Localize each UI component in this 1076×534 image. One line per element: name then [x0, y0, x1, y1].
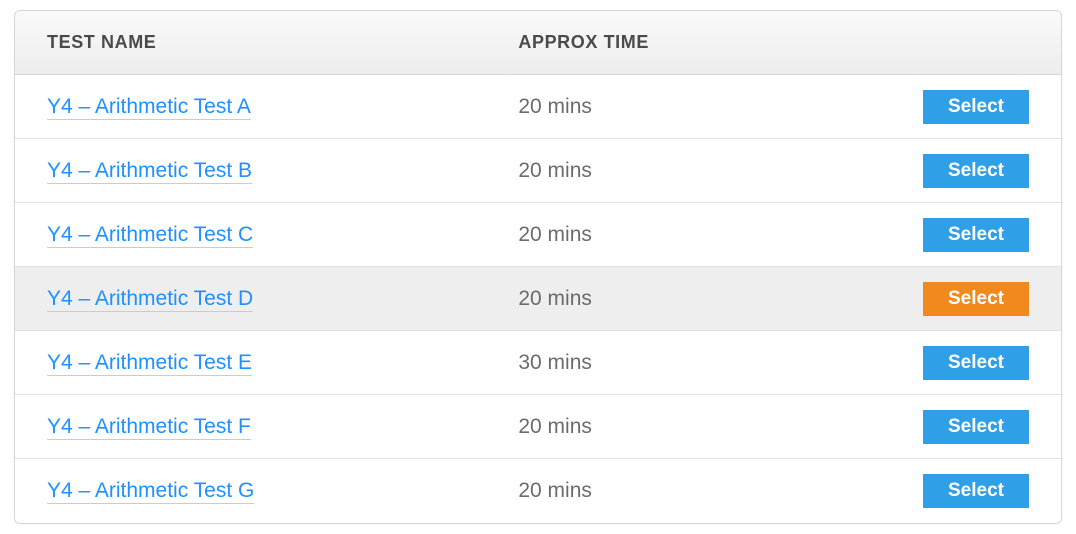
- table-row: Y4 – Arithmetic Test F 20 mins Select: [15, 395, 1061, 459]
- cell-test-name: Y4 – Arithmetic Test E: [47, 351, 518, 375]
- test-link[interactable]: Y4 – Arithmetic Test D: [47, 287, 253, 312]
- cell-test-name: Y4 – Arithmetic Test B: [47, 159, 518, 183]
- cell-action: Select: [833, 474, 1029, 508]
- cell-action: Select: [833, 154, 1029, 188]
- cell-test-name: Y4 – Arithmetic Test F: [47, 415, 518, 439]
- cell-approx-time: 30 mins: [518, 351, 832, 375]
- time-text: 20 mins: [518, 415, 592, 438]
- select-button[interactable]: Select: [923, 410, 1029, 444]
- test-link[interactable]: Y4 – Arithmetic Test A: [47, 95, 251, 120]
- table-row: Y4 – Arithmetic Test E 30 mins Select: [15, 331, 1061, 395]
- cell-test-name: Y4 – Arithmetic Test A: [47, 95, 518, 119]
- select-button[interactable]: Select: [923, 474, 1029, 508]
- cell-action: Select: [833, 410, 1029, 444]
- cell-action: Select: [833, 346, 1029, 380]
- select-button[interactable]: Select: [923, 282, 1029, 316]
- cell-approx-time: 20 mins: [518, 159, 832, 183]
- test-link[interactable]: Y4 – Arithmetic Test E: [47, 351, 252, 376]
- test-link[interactable]: Y4 – Arithmetic Test C: [47, 223, 253, 248]
- cell-approx-time: 20 mins: [518, 223, 832, 247]
- time-text: 20 mins: [518, 479, 592, 502]
- table-header: TEST NAME APPROX TIME: [15, 11, 1061, 75]
- header-approx-time: APPROX TIME: [518, 32, 832, 53]
- time-text: 20 mins: [518, 287, 592, 310]
- time-text: 20 mins: [518, 159, 592, 182]
- select-button[interactable]: Select: [923, 90, 1029, 124]
- test-link[interactable]: Y4 – Arithmetic Test B: [47, 159, 252, 184]
- cell-test-name: Y4 – Arithmetic Test G: [47, 479, 518, 503]
- cell-approx-time: 20 mins: [518, 95, 832, 119]
- table-row: Y4 – Arithmetic Test G 20 mins Select: [15, 459, 1061, 523]
- time-text: 20 mins: [518, 223, 592, 246]
- tests-table: TEST NAME APPROX TIME Y4 – Arithmetic Te…: [14, 10, 1062, 524]
- cell-action: Select: [833, 90, 1029, 124]
- table-row: Y4 – Arithmetic Test D 20 mins Select: [15, 267, 1061, 331]
- cell-test-name: Y4 – Arithmetic Test C: [47, 223, 518, 247]
- cell-approx-time: 20 mins: [518, 415, 832, 439]
- select-button[interactable]: Select: [923, 154, 1029, 188]
- table-row: Y4 – Arithmetic Test C 20 mins Select: [15, 203, 1061, 267]
- time-text: 30 mins: [518, 351, 592, 374]
- test-link[interactable]: Y4 – Arithmetic Test G: [47, 479, 254, 504]
- cell-approx-time: 20 mins: [518, 287, 832, 311]
- select-button[interactable]: Select: [923, 346, 1029, 380]
- table-row: Y4 – Arithmetic Test B 20 mins Select: [15, 139, 1061, 203]
- cell-approx-time: 20 mins: [518, 479, 832, 503]
- cell-action: Select: [833, 218, 1029, 252]
- select-button[interactable]: Select: [923, 218, 1029, 252]
- table-body: Y4 – Arithmetic Test A20 minsSelectY4 – …: [15, 75, 1061, 523]
- cell-test-name: Y4 – Arithmetic Test D: [47, 287, 518, 311]
- table-row: Y4 – Arithmetic Test A 20 mins Select: [15, 75, 1061, 139]
- test-link[interactable]: Y4 – Arithmetic Test F: [47, 415, 251, 440]
- header-test-name: TEST NAME: [47, 32, 518, 53]
- cell-action: Select: [833, 282, 1029, 316]
- time-text: 20 mins: [518, 95, 592, 118]
